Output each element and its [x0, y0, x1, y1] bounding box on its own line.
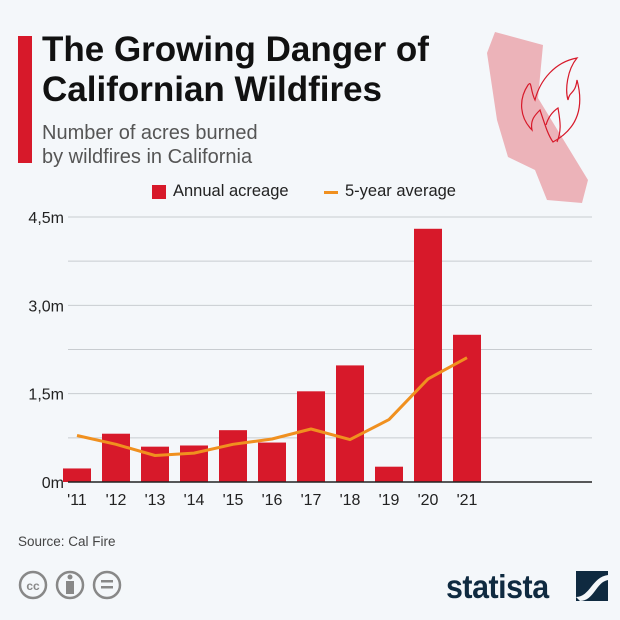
bar	[297, 391, 325, 482]
statista-logo: statista	[446, 568, 549, 605]
x-tick-label: '18	[340, 492, 361, 509]
legend-label-annual: Annual acreage	[173, 182, 289, 200]
title-accent-bar	[18, 36, 32, 163]
average-line	[76, 356, 468, 457]
x-tick-label: '17	[301, 492, 322, 509]
x-tick-label: '19	[379, 492, 400, 509]
legend-label-average: 5-year average	[345, 182, 456, 200]
x-tick-label: '13	[145, 492, 166, 509]
legend-swatch-line	[324, 191, 338, 194]
bar	[336, 365, 364, 482]
x-tick-label: '11	[67, 492, 87, 509]
chart-subtitle: Number of acres burned by wildfires in C…	[42, 121, 342, 169]
y-tick-label: 4,5m	[28, 210, 64, 227]
legend-swatch-bar	[152, 185, 166, 199]
x-tick-label: '15	[223, 492, 244, 509]
bar	[375, 466, 403, 482]
y-tick-label: 0m	[42, 475, 64, 492]
bar	[453, 334, 481, 482]
y-tick-label: 3,0m	[28, 298, 64, 315]
x-tick-label: '14	[184, 492, 205, 509]
subtitle-line-1: Number of acres burned	[42, 122, 258, 144]
x-tick-label: '21	[457, 492, 478, 509]
x-tick-label: '20	[418, 492, 439, 509]
x-tick-label: '12	[106, 492, 127, 509]
bar	[258, 442, 286, 482]
chart-title: The Growing Danger of Californian Wildfi…	[42, 30, 429, 109]
x-tick-label: '16	[262, 492, 283, 509]
bar	[414, 228, 442, 482]
bar	[219, 430, 247, 482]
bar	[63, 468, 91, 482]
subtitle-line-2: by wildfires in California	[42, 146, 253, 168]
y-tick-label: 1,5m	[28, 387, 64, 404]
source-note: Source: Cal Fire	[18, 534, 116, 549]
